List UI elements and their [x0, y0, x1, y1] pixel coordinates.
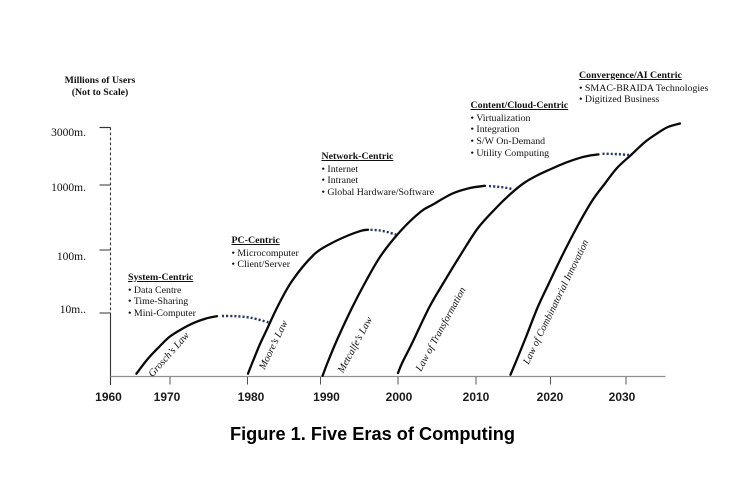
- svg-text:Law of Transformation: Law of Transformation: [413, 286, 468, 375]
- svg-text:Law of Combinatorial Innovatio: Law of Combinatorial Innovation: [521, 238, 591, 367]
- svg-text:Metcalfe’s Law: Metcalfe’s Law: [335, 315, 375, 376]
- svg-text:Moore’s Law: Moore’s Law: [257, 319, 291, 372]
